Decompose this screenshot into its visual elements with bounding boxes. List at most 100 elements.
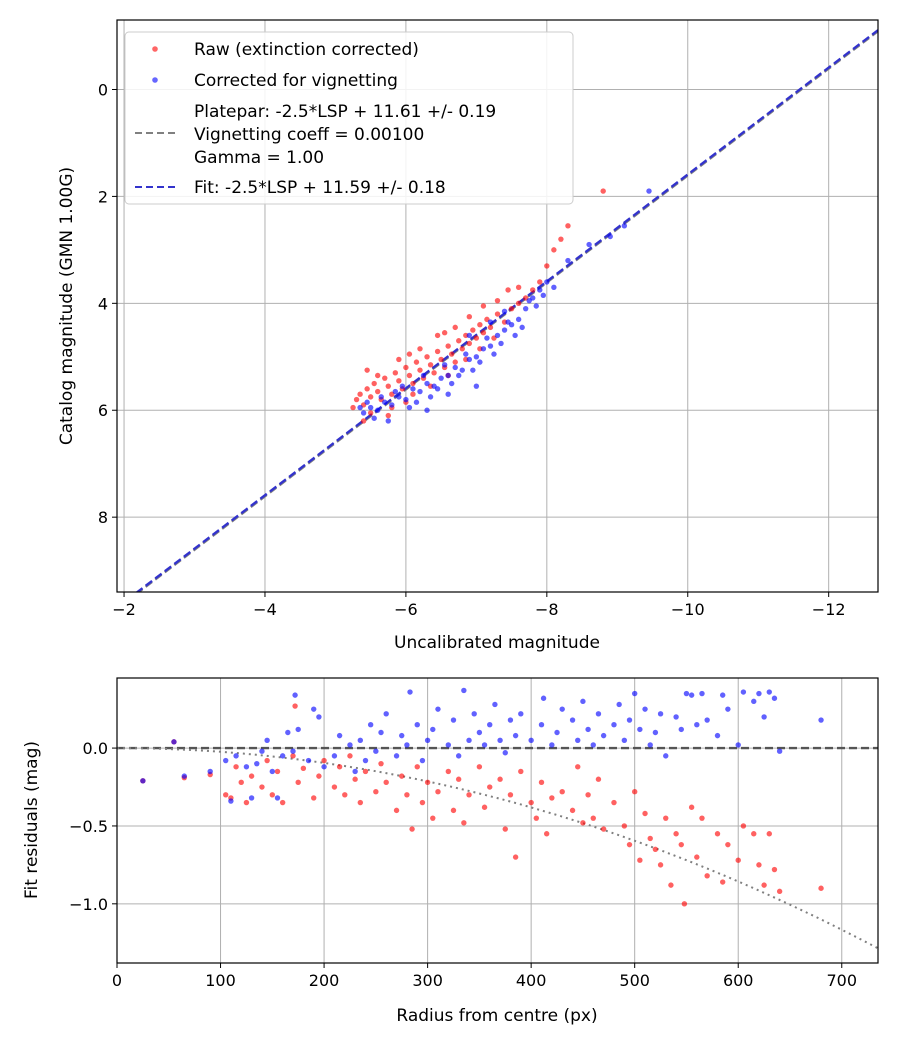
top-ticks: −2 −4 −6 −8 −10 −12 0 2 4 6 8: [98, 80, 846, 619]
point-corrected-for-vignetting: [459, 367, 465, 373]
point-corrected: [497, 737, 503, 743]
point-raw-extinction-corrected: [448, 351, 455, 357]
point-corrected: [512, 732, 519, 739]
point-corrected: [352, 768, 358, 775]
legend-raw-marker: [152, 46, 158, 52]
x-tick-label: −8: [535, 600, 559, 619]
point-raw-extinction-corrected: [456, 338, 462, 344]
fit-line: [135, 29, 878, 592]
point-raw-extinction-corrected: [431, 370, 437, 376]
x-tick-label: 0: [112, 971, 122, 990]
point-raw: [430, 815, 436, 821]
y-tick-label: 0.0: [83, 739, 108, 758]
x-tick-label: −10: [671, 600, 705, 619]
point-raw-extinction-corrected: [367, 394, 374, 400]
point-raw: [481, 804, 488, 810]
point-raw-extinction-corrected: [417, 346, 423, 352]
legend-entry-raw: Raw (extinction corrected): [152, 40, 419, 60]
point-raw: [776, 888, 783, 895]
point-raw: [538, 779, 545, 786]
legend-entry-platepar: Platepar: -2.5*LSP + 11.61 +/- 0.19 Vign…: [135, 102, 496, 168]
point-raw: [450, 807, 457, 814]
point-raw: [590, 815, 596, 821]
point-raw: [414, 764, 420, 770]
point-raw: [751, 831, 757, 837]
point-corrected: [673, 714, 679, 720]
point-raw-extinction-corrected: [494, 297, 501, 304]
point-raw-extinction-corrected: [515, 300, 522, 307]
point-corrected-for-vignetting: [621, 223, 628, 229]
legend: Raw (extinction corrected) Corrected for…: [124, 31, 574, 205]
point-corrected-for-vignetting: [438, 375, 444, 381]
point-raw: [466, 792, 472, 798]
point-raw: [383, 779, 389, 786]
point-raw: [316, 773, 322, 779]
point-raw-extinction-corrected: [470, 327, 476, 333]
point-raw: [569, 807, 576, 814]
point-raw: [652, 846, 659, 853]
point-raw-extinction-corrected: [360, 418, 367, 424]
point-corrected-for-vignetting: [607, 233, 613, 240]
bottom-y-axis-label: Fit residuals (mag): [22, 741, 42, 899]
point-raw: [681, 901, 688, 907]
point-corrected: [694, 722, 700, 728]
point-raw-extinction-corrected: [530, 287, 536, 293]
point-corrected-for-vignetting: [473, 354, 480, 360]
point-corrected-for-vignetting: [364, 399, 370, 405]
point-raw-extinction-corrected: [441, 330, 448, 336]
point-corrected: [487, 722, 493, 728]
point-corrected: [585, 726, 591, 733]
point-corrected: [595, 711, 602, 717]
point-corrected: [362, 757, 369, 764]
point-raw: [549, 795, 555, 801]
point-corrected: [181, 773, 187, 779]
point-corrected-for-vignetting: [484, 335, 490, 341]
point-raw: [575, 764, 581, 770]
point-corrected: [559, 706, 565, 712]
point-corrected-for-vignetting: [526, 297, 532, 304]
point-corrected: [631, 690, 638, 697]
point-raw: [347, 753, 353, 759]
point-corrected-for-vignetting: [424, 380, 430, 387]
point-corrected: [761, 714, 767, 720]
point-corrected: [600, 732, 607, 739]
point-raw: [424, 779, 431, 786]
point-raw-extinction-corrected: [385, 383, 391, 389]
point-corrected: [507, 717, 514, 723]
legend-entry-fit: Fit: -2.5*LSP + 11.59 +/- 0.18: [135, 178, 446, 198]
point-corrected-for-vignetting: [522, 305, 529, 312]
point-raw-extinction-corrected: [396, 356, 402, 363]
y-tick-label: 4: [98, 294, 108, 313]
point-raw: [600, 826, 607, 832]
point-corrected-for-vignetting: [533, 303, 539, 309]
point-raw: [455, 776, 462, 782]
legend-corrected-marker: [152, 77, 158, 83]
point-raw: [704, 873, 710, 879]
point-corrected-for-vignetting: [406, 404, 413, 411]
point-corrected: [445, 742, 452, 748]
point-corrected-for-vignetting: [498, 340, 504, 347]
point-corrected: [455, 753, 462, 759]
point-raw: [336, 764, 343, 770]
point-raw: [259, 784, 265, 790]
point-raw-extinction-corrected: [551, 247, 557, 253]
point-raw: [673, 831, 679, 837]
top-chart: −2 −4 −6 −8 −10 −12 0 2 4 6 8 Uncalibrated magnitu…: [57, 19, 879, 653]
point-corrected: [688, 692, 695, 698]
point-raw: [595, 776, 602, 782]
point-raw: [699, 815, 705, 821]
point-corrected: [518, 711, 524, 717]
point-raw-extinction-corrected: [434, 348, 441, 355]
bottom-reference-lines: [117, 746, 878, 950]
point-raw-extinction-corrected: [480, 330, 487, 336]
point-corrected-for-vignetting: [403, 396, 409, 403]
point-corrected-for-vignetting: [452, 364, 458, 371]
point-raw: [476, 764, 483, 770]
point-corrected-for-vignetting: [491, 351, 497, 357]
point-corrected-for-vignetting: [466, 332, 473, 339]
point-raw-extinction-corrected: [459, 346, 465, 352]
point-raw-extinction-corrected: [434, 332, 441, 339]
point-corrected: [642, 706, 648, 712]
point-corrected-for-vignetting: [519, 324, 525, 331]
point-corrected-for-vignetting: [367, 404, 374, 411]
